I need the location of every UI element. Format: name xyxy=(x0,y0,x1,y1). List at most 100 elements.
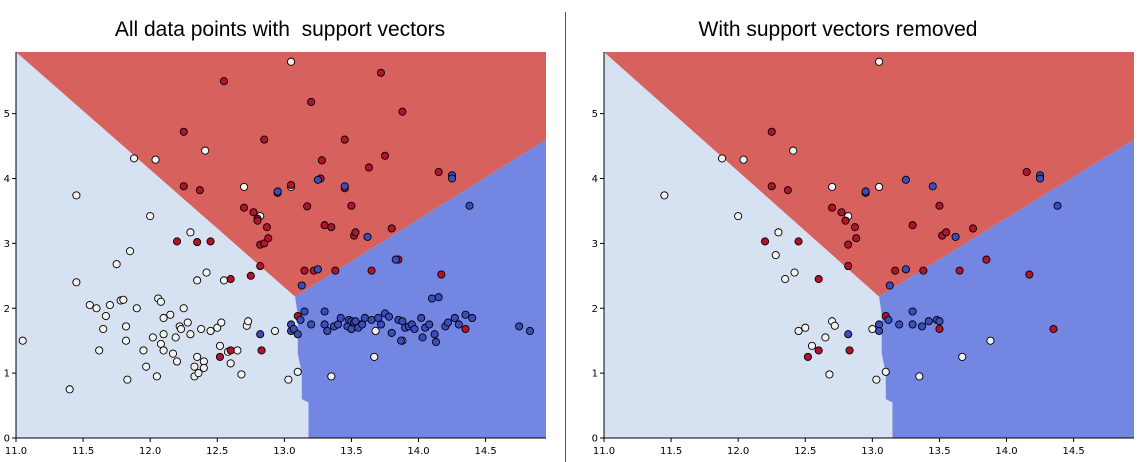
data-point-white xyxy=(172,357,182,366)
panel-divider xyxy=(565,12,566,462)
data-point-blue xyxy=(293,330,302,339)
data-point-white xyxy=(142,362,151,371)
data-point-white xyxy=(126,247,135,256)
data-point-red xyxy=(364,163,373,172)
y-tick-label: 1 xyxy=(592,369,598,380)
data-point-white xyxy=(18,336,27,345)
data-point-white xyxy=(270,326,280,336)
data-point-white xyxy=(370,352,379,361)
data-point-blue xyxy=(320,307,329,316)
data-point-red xyxy=(179,127,188,136)
data-point-white xyxy=(287,57,296,66)
data-point-blue xyxy=(397,336,406,345)
data-point-white xyxy=(807,341,817,350)
data-point-blue xyxy=(901,265,910,274)
data-point-red xyxy=(794,237,803,246)
data-point-white xyxy=(739,155,748,164)
x-tick-label: 11.5 xyxy=(72,446,94,457)
data-point-red xyxy=(179,182,188,191)
data-point-blue xyxy=(340,182,349,191)
data-point-white xyxy=(206,326,215,336)
data-point-red xyxy=(317,156,326,165)
data-point-white xyxy=(226,359,235,368)
data-point-red xyxy=(1025,270,1034,279)
data-point-white xyxy=(65,385,74,394)
data-point-blue xyxy=(928,182,937,191)
data-point-red xyxy=(219,77,229,86)
data-point-blue xyxy=(901,175,910,184)
data-point-white xyxy=(194,369,203,378)
data-point-white xyxy=(119,295,128,304)
data-point-blue xyxy=(376,320,386,329)
data-point-white xyxy=(92,304,101,313)
data-point-white xyxy=(95,346,104,355)
chart-title-left: All data points with support vectors xyxy=(114,18,446,41)
data-point-red xyxy=(942,228,951,237)
data-point-red xyxy=(347,201,356,210)
region-blue xyxy=(879,139,1134,438)
region-blue xyxy=(295,139,546,438)
data-point-red xyxy=(300,266,309,275)
data-point-white xyxy=(148,333,157,342)
data-point-white xyxy=(872,375,881,384)
data-point-red xyxy=(307,97,316,107)
data-point-red xyxy=(461,324,470,334)
data-point-white xyxy=(244,317,253,326)
data-point-white xyxy=(794,326,803,336)
data-point-white xyxy=(660,191,669,200)
data-point-white xyxy=(197,324,206,334)
data-point-white xyxy=(193,352,202,361)
data-point-red xyxy=(260,239,269,248)
data-point-red xyxy=(1022,167,1031,177)
data-point-red xyxy=(193,238,202,247)
region-red xyxy=(604,52,1134,297)
data-point-blue xyxy=(885,281,894,290)
data-point-white xyxy=(105,300,114,310)
data-point-white xyxy=(130,154,139,163)
data-point-red xyxy=(226,275,235,284)
x-tick-label: 14.0 xyxy=(995,446,1017,457)
data-point-red xyxy=(828,203,837,212)
x-tick-label: 13.0 xyxy=(273,446,295,457)
data-point-white xyxy=(159,346,168,355)
y-tick-label: 3 xyxy=(4,239,10,250)
data-point-white xyxy=(781,275,790,284)
data-point-red xyxy=(852,234,861,243)
data-point-blue xyxy=(515,322,524,331)
data-point-red xyxy=(249,208,258,217)
data-point-red xyxy=(376,68,386,77)
data-point-blue xyxy=(363,232,372,241)
data-point-red xyxy=(437,270,446,279)
data-point-white xyxy=(85,300,94,310)
data-point-blue xyxy=(924,317,933,326)
data-point-blue xyxy=(461,310,470,319)
data-point-blue xyxy=(895,320,904,329)
data-point-red xyxy=(246,271,255,280)
data-point-white xyxy=(168,349,178,358)
data-point-blue xyxy=(1053,201,1062,210)
data-point-blue xyxy=(908,320,917,329)
data-point-blue xyxy=(465,201,474,210)
data-point-red xyxy=(814,346,823,355)
data-point-red xyxy=(331,266,340,275)
data-point-white xyxy=(193,276,202,285)
data-point-red xyxy=(891,266,900,275)
data-point-blue xyxy=(908,307,917,316)
data-point-white xyxy=(99,324,108,334)
plot-area xyxy=(604,52,1134,438)
data-point-blue xyxy=(387,328,396,337)
y-tick-label: 4 xyxy=(592,174,598,185)
y-tick-label: 0 xyxy=(592,434,598,445)
data-point-white xyxy=(371,326,380,336)
data-point-red xyxy=(262,223,271,232)
data-point-blue xyxy=(417,313,426,323)
x-tick-label: 12.5 xyxy=(794,446,816,457)
data-point-white xyxy=(121,336,131,345)
data-point-red xyxy=(195,186,204,195)
data-point-white xyxy=(958,352,967,361)
data-point-blue xyxy=(430,330,439,339)
data-point-white xyxy=(202,268,211,277)
data-point-blue xyxy=(951,232,960,241)
data-point-white xyxy=(176,324,186,334)
data-point-red xyxy=(803,352,812,361)
